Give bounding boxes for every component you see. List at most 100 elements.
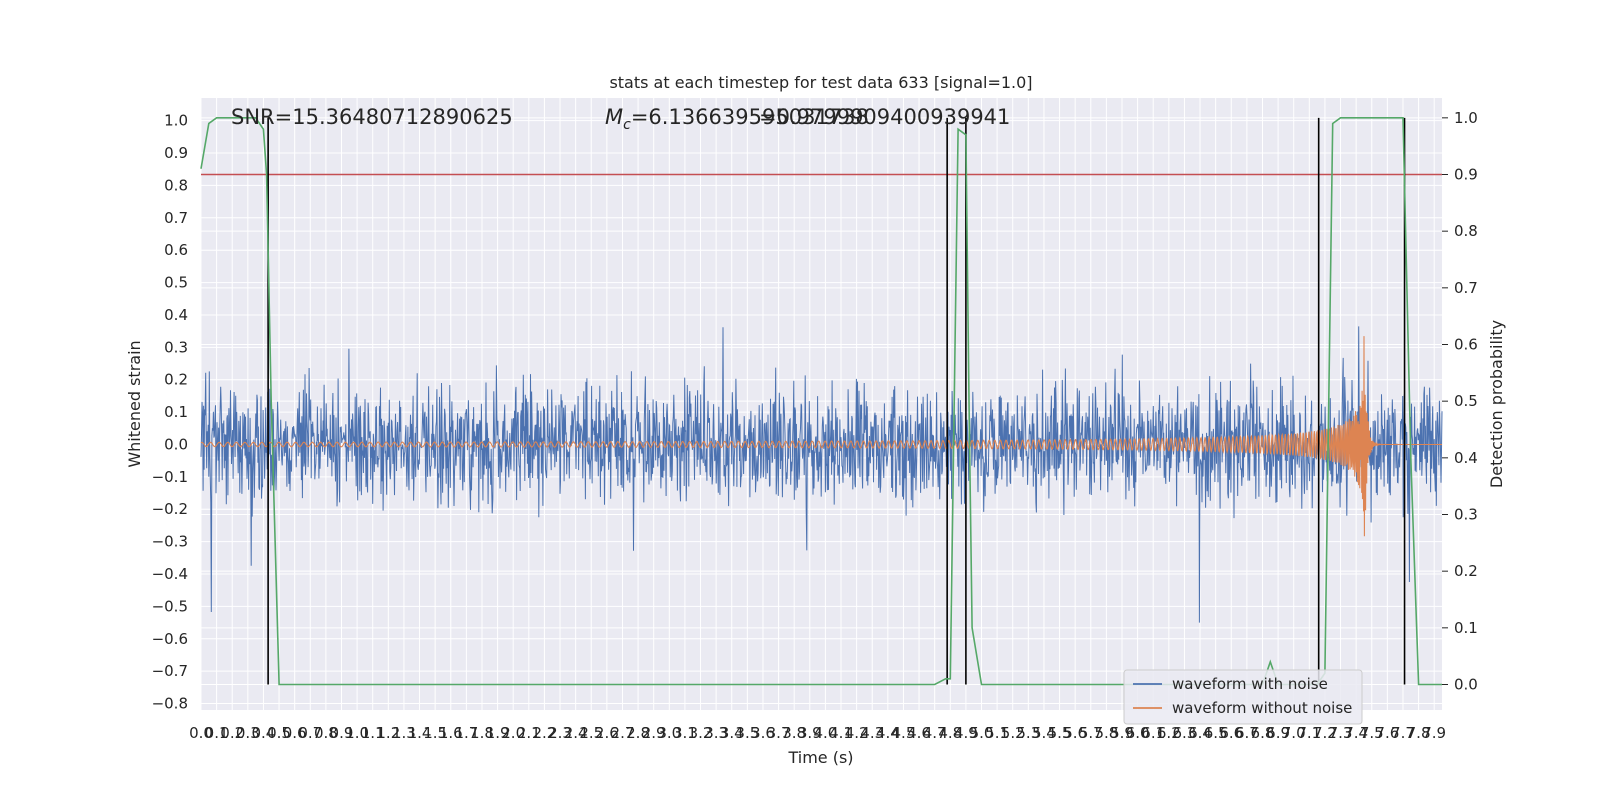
y-tick-label: 0.6 [164, 241, 188, 259]
y-tick-label: 0.0 [164, 435, 188, 453]
x-tick-label: 0.9 [330, 724, 354, 742]
chirp-mass-subscript: c [623, 117, 631, 133]
x-tick-label: 0.5 [267, 724, 291, 742]
x-tick-label: 5.1 [985, 724, 1009, 742]
y-tick-label: −0.3 [152, 533, 188, 551]
x-tick-label: 5.2 [1001, 724, 1025, 742]
x-tick-label: 0.7 [298, 724, 322, 742]
y-tick-label: 0.2 [164, 371, 188, 389]
plot-background [201, 98, 1442, 710]
x-tick-label: 6.1 [1141, 724, 1165, 742]
x-tick-label: 0.6 [283, 724, 307, 742]
legend: waveform with noise waveform without noi… [1123, 669, 1363, 725]
x-gridlines [200, 98, 1435, 710]
x-tick-label: 1.3 [392, 724, 416, 742]
x-tick-label: 3.6 [751, 724, 775, 742]
x-tick-label: 3.9 [798, 724, 822, 742]
right-y-tick-label: 0.3 [1454, 506, 1478, 524]
x-tick-label: 0.3 [236, 724, 260, 742]
x-tick-label: 4.5 [892, 724, 916, 742]
x-tick-label: 3.7 [767, 724, 791, 742]
x-tick-label: 2.8 [626, 724, 650, 742]
x-tick-label: 5.5 [1048, 724, 1072, 742]
x-tick-label: 2.7 [611, 724, 635, 742]
x-tick-label: 5.0 [970, 724, 994, 742]
x-tick-label: 2.5 [579, 724, 603, 742]
right-y-tick-label: 0.2 [1454, 562, 1478, 580]
x-tick-label: 1.9 [486, 724, 510, 742]
y-tick-label: −0.2 [152, 500, 188, 518]
x-tick-label: 3.2 [689, 724, 713, 742]
y-tick-label: 0.7 [164, 209, 188, 227]
right-y-tick-label: 0.6 [1454, 336, 1478, 354]
y-tick-label: 0.5 [164, 274, 188, 292]
overlap-annotation: =0.9799909400939941 [759, 105, 1010, 129]
x-tick-label: 1.2 [376, 724, 400, 742]
x-tick-label: 4.4 [876, 724, 900, 742]
x-tick-label: 4.2 [845, 724, 869, 742]
y-tick-label: −0.5 [152, 597, 188, 615]
x-tick-label: 5.9 [1110, 724, 1134, 742]
y-tick-label: 1.0 [164, 112, 188, 130]
x-tick-label: 1.1 [361, 724, 385, 742]
y-tick-label: 0.8 [164, 176, 188, 194]
x-tick-label: 7.4 [1344, 724, 1368, 742]
x-tick-label: 5.4 [1032, 724, 1056, 742]
x-tick-label: 1.4 [408, 724, 432, 742]
right-y-tick-label: 0.0 [1454, 676, 1478, 694]
x-tick-label: 3.1 [673, 724, 697, 742]
right-y-tick-label: 0.7 [1454, 279, 1478, 297]
x-tick-label: 2.3 [548, 724, 572, 742]
chirp-mass-annotation: Mc=6.136639595031738 [605, 105, 869, 133]
chirp-mass-symbol: M [605, 105, 623, 129]
x-tick-label: 1.0 [345, 724, 369, 742]
x-tick-label: 7.8 [1407, 724, 1431, 742]
legend-label-noise: waveform with noise [1172, 675, 1328, 693]
x-tick-label: 1.7 [454, 724, 478, 742]
x-tick-label: 6.8 [1251, 724, 1275, 742]
y-tick-label: 0.9 [164, 144, 188, 162]
x-tick-label: 2.1 [517, 724, 541, 742]
x-tick-label: 1.6 [439, 724, 463, 742]
x-tick-label: 7.5 [1360, 724, 1384, 742]
x-tick-label: 4.3 [860, 724, 884, 742]
legend-label-clean: waveform without noise [1172, 699, 1352, 717]
x-tick-label: 4.7 [923, 724, 947, 742]
x-tick-label: 1.5 [423, 724, 447, 742]
x-tick-label: 7.3 [1329, 724, 1353, 742]
x-tick-label: 3.5 [735, 724, 759, 742]
x-tick-label: 4.1 [829, 724, 853, 742]
y-tick-label: −0.8 [152, 695, 188, 713]
x-tick-label: 2.6 [595, 724, 619, 742]
x-tick-label: 6.2 [1157, 724, 1181, 742]
x-tick-label: 4.6 [907, 724, 931, 742]
x-tick-label: 6.7 [1235, 724, 1259, 742]
x-tick-label: 6.9 [1266, 724, 1290, 742]
x-tick-label: 5.7 [1079, 724, 1103, 742]
x-tick-label: 7.6 [1375, 724, 1399, 742]
right-y-tick-labels: 1.0 0.9 0.8 0.7 0.6 0.5 0.4 0.3 0.2 0.1 0.0 [1454, 109, 1478, 694]
x-tick-labels: 0.00.10.20.30.40.50.60.70.80.91.01.11.21… [189, 724, 1446, 742]
x-tick-label: 6.6 [1219, 724, 1243, 742]
x-tick-label: 6.0 [1126, 724, 1150, 742]
x-tick-label: 0.2 [220, 724, 244, 742]
plot-area [200, 117, 1443, 686]
y-axis-label: Whitened strain [125, 340, 144, 467]
x-tick-label: 7.2 [1313, 724, 1337, 742]
legend-box [1123, 669, 1363, 725]
x-tick-label: 0.4 [252, 724, 276, 742]
x-tick-label: 5.3 [1016, 724, 1040, 742]
chart-title: stats at each timestep for test data 633… [609, 73, 1032, 92]
right-y-tick-label: 0.5 [1454, 392, 1478, 410]
x-tick-label: 5.8 [1094, 724, 1118, 742]
y-tick-label: −0.7 [152, 662, 188, 680]
x-tick-label: 4.9 [954, 724, 978, 742]
y-tick-label: 0.4 [164, 306, 188, 324]
x-tick-label: 3.3 [704, 724, 728, 742]
waveform-without-noise-line [200, 336, 1442, 537]
x-tick-label: 2.2 [532, 724, 556, 742]
x-tick-label: 1.8 [470, 724, 494, 742]
x-tick-label: 7.7 [1391, 724, 1415, 742]
x-tick-label: 3.4 [720, 724, 744, 742]
